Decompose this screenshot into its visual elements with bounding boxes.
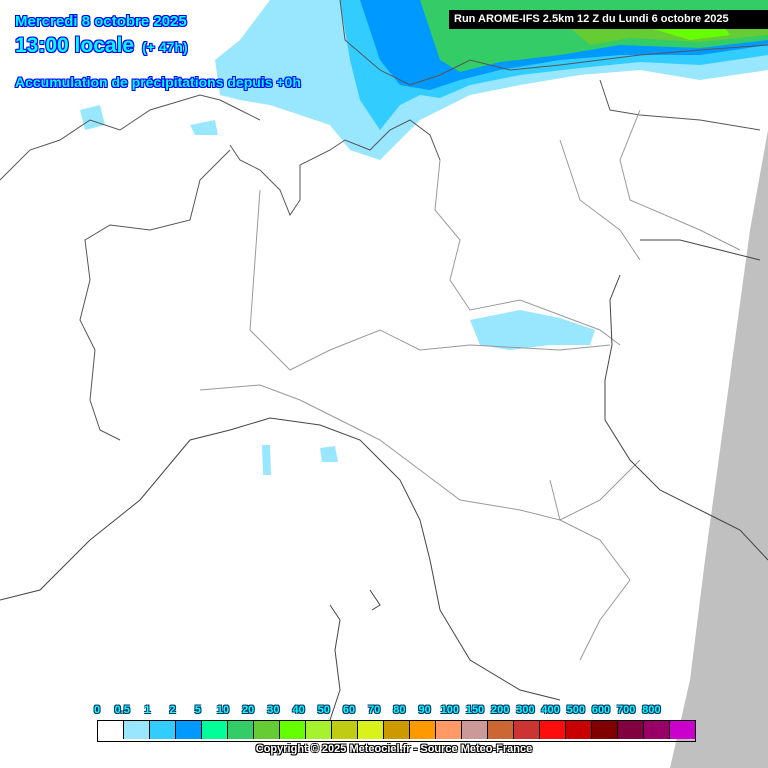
legend-label: 500 xyxy=(566,704,585,716)
legend-swatch xyxy=(306,721,332,739)
legend-swatch xyxy=(566,721,592,739)
model-run-banner: Run AROME-IFS 2.5km 12 Z du Lundi 6 octo… xyxy=(449,10,768,29)
copyright: Copyright © 2025 Meteociel.fr - Source M… xyxy=(255,743,533,755)
color-legend xyxy=(97,720,696,742)
legend-swatch xyxy=(332,721,358,739)
legend-label: 10 xyxy=(216,704,230,716)
lead-time: (+ 47h) xyxy=(142,39,188,55)
legend-swatch xyxy=(202,721,228,739)
legend-swatch xyxy=(670,721,695,739)
precipitation-field xyxy=(80,0,768,475)
country-borders xyxy=(0,0,768,441)
legend-label: 700 xyxy=(617,704,636,716)
legend-label: 100 xyxy=(440,704,459,716)
legend-swatch xyxy=(592,721,618,739)
legend-label: 1 xyxy=(144,704,151,716)
legend-label: 60 xyxy=(342,704,356,716)
forecast-time-label: 13:00 locale xyxy=(15,34,135,57)
legend-swatch xyxy=(98,721,124,739)
legend-label: 30 xyxy=(267,704,280,716)
legend-swatch xyxy=(280,721,306,739)
legend-swatch xyxy=(488,721,514,739)
forecast-date: Mercredi 8 octobre 2025 xyxy=(15,13,187,30)
legend-swatch xyxy=(176,721,202,739)
coastline xyxy=(0,239,768,721)
legend-label: 40 xyxy=(292,704,305,716)
legend-swatch xyxy=(462,721,488,739)
product-title: Accumulation de précipitations depuis +0… xyxy=(15,74,301,90)
legend-swatch xyxy=(358,721,384,739)
legend-label: 400 xyxy=(541,704,560,716)
legend-label: 90 xyxy=(418,704,431,716)
region-borders xyxy=(199,109,741,661)
legend-swatch xyxy=(254,721,280,739)
legend-swatch xyxy=(644,721,670,739)
legend-swatch xyxy=(150,721,176,739)
legend-swatch xyxy=(384,721,410,739)
legend-label: 0.5 xyxy=(114,704,130,716)
legend-label: 0 xyxy=(93,704,101,716)
legend-label: 150 xyxy=(465,704,485,716)
legend-swatch xyxy=(540,721,566,739)
legend-swatch xyxy=(228,721,254,739)
legend-labels: 0 0.5 1 2 5 10 20 30 40 50 60 70 80 90 100 150 200 300 400… xyxy=(90,704,690,718)
legend-label: 70 xyxy=(368,704,381,716)
legend-swatch xyxy=(436,721,462,739)
legend-swatch xyxy=(514,721,540,739)
legend-swatch xyxy=(410,721,436,739)
legend-swatch xyxy=(618,721,644,739)
legend-label: 600 xyxy=(591,704,611,716)
legend-label: 5 xyxy=(194,704,201,716)
legend-label: 2 xyxy=(169,704,176,716)
legend-label: 20 xyxy=(242,704,255,716)
legend-label: 800 xyxy=(642,704,661,716)
out-of-domain-area xyxy=(670,130,768,768)
legend-label: 200 xyxy=(491,704,510,716)
legend-label: 50 xyxy=(317,704,330,716)
legend-label: 300 xyxy=(516,704,535,716)
legend-swatch xyxy=(124,721,150,739)
legend-label: 80 xyxy=(393,704,406,716)
forecast-time: 13:00 locale (+ 47h) xyxy=(15,34,188,58)
